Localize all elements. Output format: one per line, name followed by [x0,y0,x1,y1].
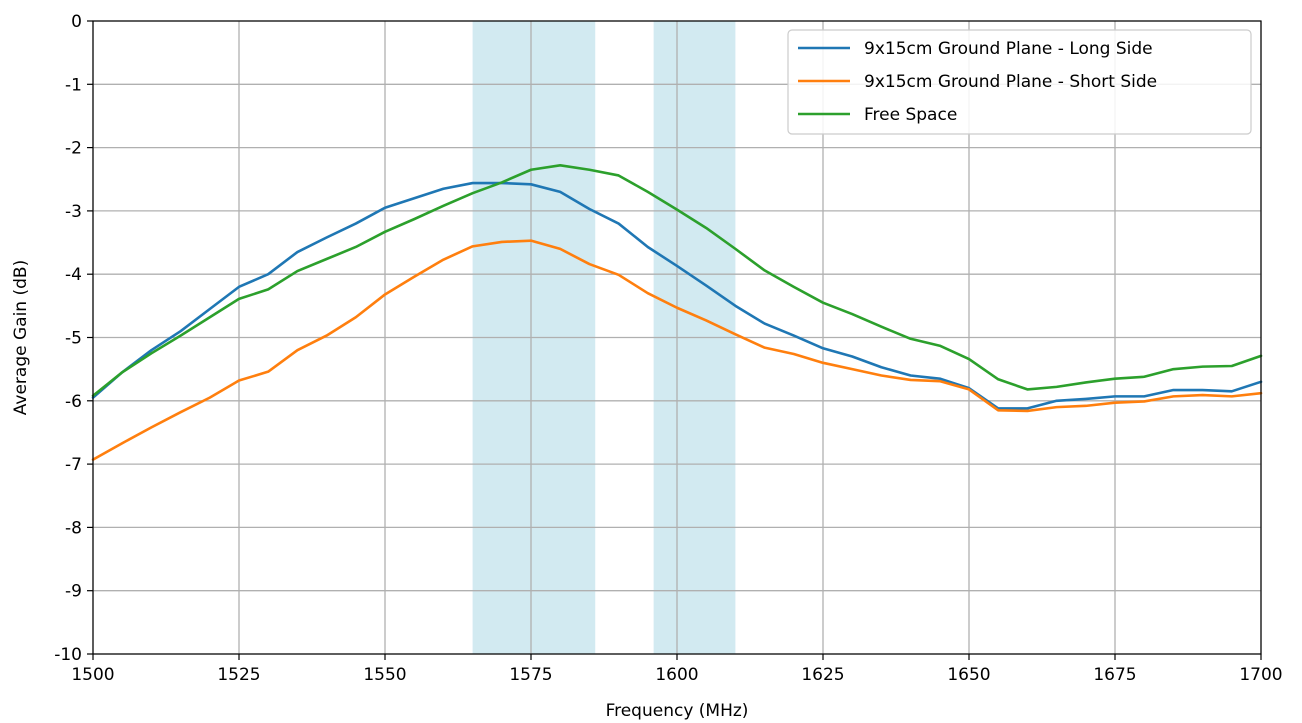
y-tick-label: -9 [65,582,82,602]
series-line-2 [91,239,1263,461]
x-tick-label: 1500 [71,665,114,685]
y-axis-label: Average Gain (dB) [11,260,31,415]
y-tick-label: -8 [65,518,82,538]
x-tick-label: 1700 [1239,665,1282,685]
legend-box [787,29,1252,135]
x-tick-label: 1575 [509,665,552,685]
x-tick-label: 1600 [655,665,698,685]
x-tick-label: 1625 [801,665,844,685]
y-axis-ticks: 0 -1 -2 -3 -4 -5 -6 -7 -8 -9 -10 [54,12,93,665]
y-tick-label: -10 [54,645,82,665]
y-tick-label: -7 [65,455,82,475]
legend-label-1: 9x15cm Ground Plane - Long Side [864,39,1153,59]
y-tick-label: -2 [65,139,82,159]
y-tick-label: -3 [65,202,82,222]
y-tick-label: -4 [65,265,82,285]
x-axis-label: Frequency (MHz) [606,701,749,721]
series-lines [91,164,1263,461]
legend-label-2: 9x15cm Ground Plane - Short Side [864,72,1157,92]
x-tick-label: 1550 [363,665,406,685]
y-tick-label: -1 [65,75,82,95]
x-tick-label: 1650 [947,665,990,685]
x-tick-label: 1525 [217,665,260,685]
y-tick-label: 0 [71,12,82,32]
x-axis-ticks: 1500 1525 1550 1575 1600 1625 1650 1675 1700 [71,654,1283,685]
legend-label-3: Free Space [864,105,957,125]
series-line-1 [91,181,1263,410]
series-line-3 [91,164,1263,398]
x-tick-label: 1675 [1093,665,1136,685]
legend: 9x15cm Ground Plane - Long Side 9x15cm Gr… [787,29,1252,135]
y-tick-label: -5 [65,329,82,349]
y-tick-label: -6 [65,392,82,412]
